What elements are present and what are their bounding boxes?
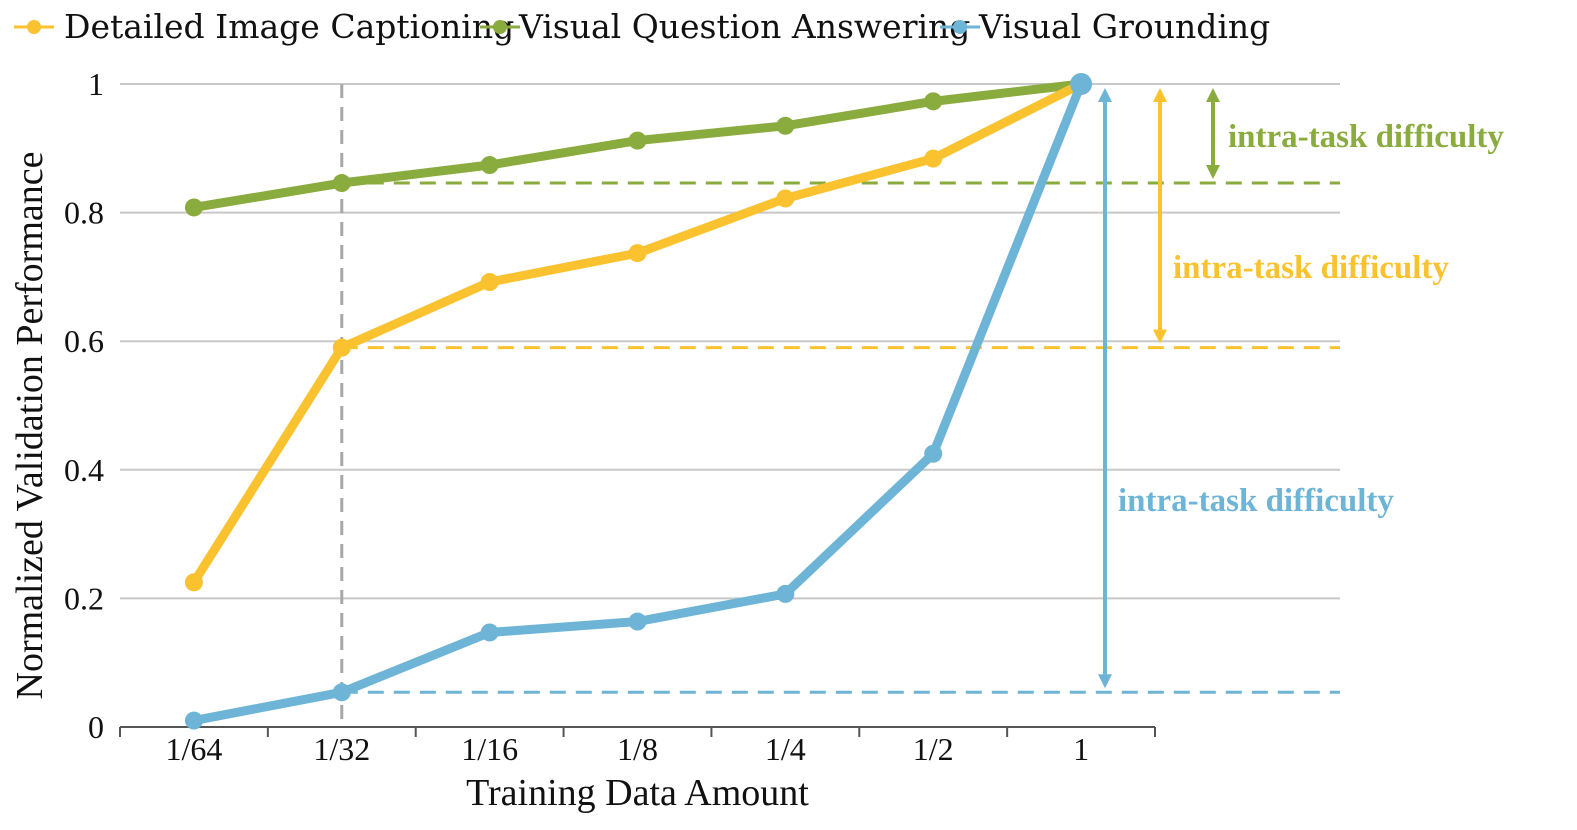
y-tick-label: 0.8 xyxy=(64,195,104,231)
data-point xyxy=(628,612,647,631)
data-point xyxy=(332,338,351,357)
data-point xyxy=(184,573,203,592)
arrow-head xyxy=(1098,674,1112,689)
x-axis-title: Training Data Amount xyxy=(466,772,809,814)
arrow-head xyxy=(1098,88,1112,102)
y-tick-label: 0.6 xyxy=(64,323,104,359)
data-point xyxy=(776,584,795,603)
data-point xyxy=(924,149,943,168)
annotations: intra-task difficulty intra-task difficul… xyxy=(1098,88,1504,689)
annotation-label: intra-task difficulty xyxy=(1228,119,1504,155)
data-point xyxy=(480,156,499,175)
data-point xyxy=(776,189,795,208)
data-point xyxy=(332,174,351,193)
data-point xyxy=(480,273,499,292)
x-tick-label: 1/8 xyxy=(617,731,658,767)
legend-label: Visual Question Answering xyxy=(518,7,970,46)
legend-swatch-marker xyxy=(493,20,507,34)
x-tick-label: 1/32 xyxy=(313,731,370,767)
x-tick-label: 1/2 xyxy=(913,731,954,767)
legend-label: Detailed Image Captioning xyxy=(64,7,514,46)
y-tick-label: 0 xyxy=(88,709,104,745)
series-line xyxy=(189,79,1086,587)
y-tick-label: 0.4 xyxy=(64,452,104,488)
data-point xyxy=(628,131,647,150)
data-point xyxy=(184,711,203,730)
legend-label: Visual Grounding xyxy=(978,7,1270,46)
x-tick-label: 1/64 xyxy=(165,731,222,767)
data-point xyxy=(924,444,943,463)
y-tick-label: 0.2 xyxy=(64,580,104,616)
data-point xyxy=(924,92,943,111)
data-point xyxy=(1070,73,1093,95)
x-tick-label: 1/4 xyxy=(765,731,806,767)
data-point xyxy=(776,116,795,135)
y-tick-label: 1 xyxy=(88,66,104,102)
series-layer xyxy=(184,73,1093,730)
arrow-head xyxy=(1153,329,1167,344)
arrow-head xyxy=(1206,165,1220,180)
annotation-label: intra-task difficulty xyxy=(1173,250,1449,286)
x-tick-label: 1/16 xyxy=(461,731,518,767)
legend-swatch-marker xyxy=(27,20,41,34)
axis-titles: Training Data Amount Normalized Validati… xyxy=(9,152,809,815)
arrow-head xyxy=(1206,88,1220,102)
data-point xyxy=(332,683,351,702)
legend: Detailed Image Captioning Visual Question… xyxy=(14,7,1270,46)
annotation-label: intra-task difficulty xyxy=(1118,483,1394,519)
y-axis-title: Normalized Validation Performance xyxy=(9,152,51,700)
data-point xyxy=(480,623,499,642)
legend-swatch-marker xyxy=(953,20,967,34)
data-point xyxy=(184,198,203,217)
x-tick-label: 1 xyxy=(1073,731,1089,767)
data-point xyxy=(628,244,647,263)
axes: 0 0.2 0.4 0.6 0.8 1 1/64 1/32 1/16 1/8 1/4 1/2 1 xyxy=(64,66,1156,767)
grid-lines xyxy=(120,83,1340,600)
arrow-head xyxy=(1153,88,1167,102)
